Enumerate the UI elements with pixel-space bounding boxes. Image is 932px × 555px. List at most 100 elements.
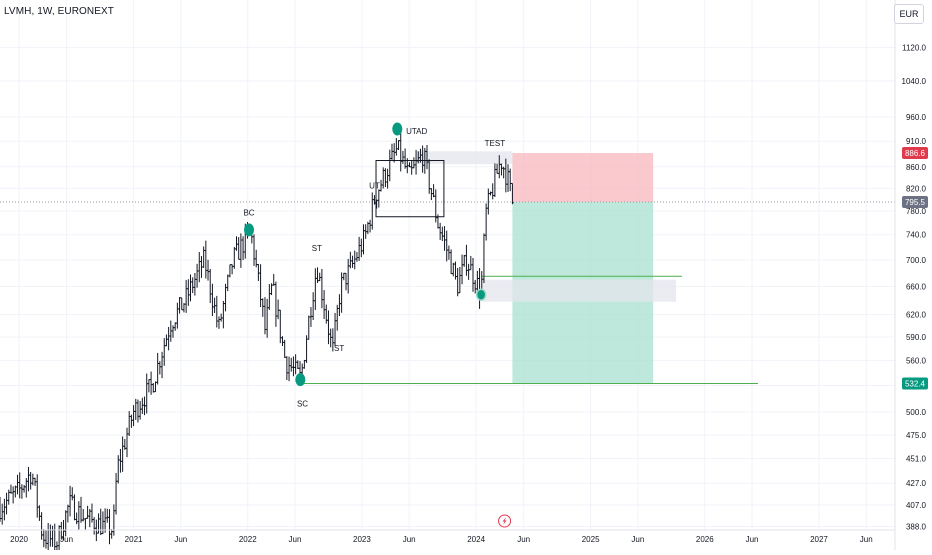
symbol-title: LVMH, 1W, EURONEXT xyxy=(4,6,114,17)
ohlc-bar xyxy=(432,184,435,198)
price-tick-label: 780.0 xyxy=(906,207,927,216)
time-tick-label: Jun xyxy=(746,535,759,544)
time-tick-label: Jun xyxy=(174,535,187,544)
price-tick-label: 451.0 xyxy=(906,454,927,463)
ohlc-bar xyxy=(500,163,503,176)
target-price-badge: 532.4 xyxy=(905,380,926,389)
time-tick-label: 2026 xyxy=(696,535,714,544)
ohlc-bar xyxy=(342,272,346,281)
ohlc-bar xyxy=(134,398,138,420)
ohlc-bar xyxy=(327,310,330,345)
ohlc-bar xyxy=(49,524,52,547)
ohlc-bar xyxy=(162,338,166,366)
ohlc-bar xyxy=(430,188,433,201)
ohlc-bar xyxy=(296,360,300,370)
ohlc-bar xyxy=(506,164,510,192)
ohlc-bar xyxy=(0,503,4,525)
price-tick-label: 700.0 xyxy=(906,256,927,265)
ohlc-bar xyxy=(311,292,315,321)
ohlc-bar xyxy=(239,233,243,268)
ohlc-bar xyxy=(241,236,245,261)
ohlc-bar xyxy=(257,263,260,281)
ohlc-bar xyxy=(469,256,473,271)
ohlc-bar xyxy=(392,143,396,163)
ohlc-bar xyxy=(75,512,78,525)
price-tick-label: 590.0 xyxy=(906,333,927,342)
bc-marker xyxy=(244,223,255,237)
ohlc-bar xyxy=(333,312,337,346)
price-tick-label: 860.0 xyxy=(906,163,927,172)
ohlc-bar xyxy=(493,163,497,197)
ohlc-bar xyxy=(511,182,514,205)
ohlc-bar xyxy=(92,517,96,535)
price-tick-label: 500.0 xyxy=(906,408,927,417)
ohlc-bar xyxy=(309,307,313,327)
ohlc-bar xyxy=(491,183,495,200)
ohlc-bar xyxy=(149,371,153,395)
annotation-label-utad: UTAD xyxy=(406,127,427,136)
ohlc-bar xyxy=(16,474,19,495)
ohlc-bar xyxy=(125,427,129,458)
ohlc-bar xyxy=(160,351,164,379)
ohlc-bar xyxy=(265,298,269,338)
ohlc-bar xyxy=(318,272,322,282)
ohlc-bar xyxy=(191,277,195,294)
ohlc-bar xyxy=(51,525,54,547)
ohlc-bar xyxy=(99,508,103,536)
price-tick-label: 388.0 xyxy=(906,522,927,531)
ohlc-bar xyxy=(193,273,197,296)
ohlc-bar xyxy=(44,530,48,549)
ohlc-bar xyxy=(40,512,43,540)
time-tick-label: 2027 xyxy=(810,535,828,544)
support-zone xyxy=(482,279,677,302)
ohlc-bar xyxy=(5,492,8,515)
ohlc-bar xyxy=(233,246,236,269)
ohlc-bar xyxy=(184,280,188,313)
ohlc-bar xyxy=(443,226,446,251)
ohlc-bar xyxy=(344,272,348,291)
ohlc-bar xyxy=(263,297,267,335)
price-tick-label: 960.0 xyxy=(906,113,927,122)
ohlc-bar xyxy=(145,373,149,414)
price-tick-label: 1040.0 xyxy=(902,77,927,86)
ohlc-bar xyxy=(156,352,159,385)
ohlc-bar xyxy=(105,508,109,523)
ohlc-bar xyxy=(132,405,135,427)
ohlc-bar xyxy=(357,236,361,261)
annotation-label-ut: UT xyxy=(369,181,380,190)
ohlc-bar xyxy=(121,436,124,472)
ohlc-bar xyxy=(355,251,359,262)
annotation-label-sc: SC xyxy=(297,399,308,408)
ohlc-bar xyxy=(176,302,179,329)
ohlc-bar xyxy=(211,283,214,317)
price-tick-label: 560.0 xyxy=(906,357,927,366)
ohlc-bar xyxy=(451,262,455,277)
currency-button[interactable]: EUR xyxy=(894,4,924,24)
ohlc-bar xyxy=(46,522,50,551)
ohlc-bar xyxy=(403,148,407,169)
ohlc-bar xyxy=(187,279,190,306)
ohlc-bar xyxy=(449,249,453,275)
ohlc-bar xyxy=(252,234,256,266)
stop-price-badge-bg xyxy=(902,147,928,160)
ohlc-bar xyxy=(307,315,311,340)
time-tick-label: 2022 xyxy=(239,535,257,544)
ohlc-bar xyxy=(27,466,30,492)
time-tick-label: Jun xyxy=(631,535,644,544)
last-price-badge-bg xyxy=(902,196,928,209)
ohlc-bar xyxy=(70,487,74,501)
ohlc-bar xyxy=(351,255,354,268)
price-tick-label: 660.0 xyxy=(906,282,927,291)
ohlc-bar xyxy=(189,274,192,302)
ohlc-bar xyxy=(68,485,72,517)
ohlc-bar xyxy=(151,383,155,393)
price-tick-label: 740.0 xyxy=(906,231,927,240)
target-price-badge-bg xyxy=(902,377,928,390)
ohlc-bar xyxy=(438,222,442,241)
last-price-badge: 795.5 xyxy=(905,198,926,207)
ohlc-bar xyxy=(384,168,387,188)
stop-zone xyxy=(512,153,654,203)
price-tick-label: 1120.0 xyxy=(902,43,926,52)
